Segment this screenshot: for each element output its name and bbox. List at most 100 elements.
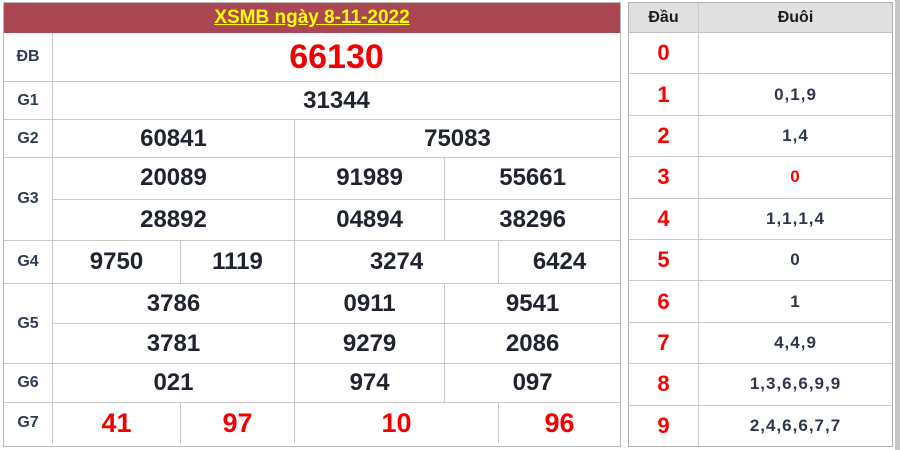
prize-number: 3781 bbox=[53, 324, 294, 363]
duoi-column-header: Đuôi bbox=[777, 8, 814, 26]
prize-row-g5: G5 3786 0911 9541 3781 9279 2086 bbox=[4, 283, 620, 363]
prize-subrow: 60841 75083 bbox=[53, 120, 620, 157]
prize-number: 20089 bbox=[53, 158, 294, 199]
duoi-values: 4,4,9 bbox=[774, 333, 817, 353]
prize-subrow: 021 974 097 bbox=[53, 364, 620, 402]
duoi-values: 0,1,9 bbox=[774, 84, 817, 104]
prize-label: G3 bbox=[4, 158, 53, 240]
dau-duoi-row-9: 9 2,4,6,6,7,7 bbox=[629, 404, 892, 447]
prize-number: 38296 bbox=[444, 199, 620, 240]
prize-row-g4: G4 9750 1119 3274 6424 bbox=[4, 240, 620, 283]
duoi-values: 1,1,1,4 bbox=[766, 208, 825, 228]
prize-label: G6 bbox=[4, 364, 53, 402]
prize-number: 021 bbox=[53, 364, 294, 402]
prize-subrow: 3781 9279 2086 bbox=[53, 323, 620, 363]
prize-row-đb: ĐB 66130 bbox=[4, 33, 620, 81]
prize-label: G7 bbox=[4, 403, 53, 443]
prize-number: 96 bbox=[498, 403, 620, 443]
prize-number: 1119 bbox=[180, 241, 294, 283]
prize-row-g7: G7 41 97 10 96 bbox=[4, 402, 620, 443]
prize-number: 66130 bbox=[53, 33, 620, 81]
prize-number: 3786 bbox=[53, 284, 294, 323]
prize-groups: 60841 75083 bbox=[53, 120, 620, 157]
results-title-link[interactable]: XSMB ngày 8-11-2022 bbox=[214, 7, 410, 28]
prize-groups: 021 974 097 bbox=[53, 364, 620, 402]
prize-number: 974 bbox=[293, 364, 445, 402]
prize-number: 2086 bbox=[444, 324, 620, 363]
prize-number: 097 bbox=[444, 364, 620, 402]
prize-subrow: 41 97 10 96 bbox=[53, 403, 620, 443]
results-title-bar: XSMB ngày 8-11-2022 bbox=[4, 3, 620, 33]
prize-number: 41 bbox=[53, 403, 180, 443]
dau-duoi-rows: 0 1 0,1,9 2 1,4 3 0 4 1,1,1,4 5 0 6 1 7 4,4,9 8 1,3,6,6,… bbox=[629, 33, 892, 447]
prize-label: G2 bbox=[4, 120, 53, 157]
prize-number: 75083 bbox=[293, 120, 620, 157]
prize-label: G5 bbox=[4, 284, 53, 363]
prize-label: G4 bbox=[4, 241, 53, 283]
prize-subrow: 3786 0911 9541 bbox=[53, 284, 620, 323]
prize-rows: ĐB 66130 G1 31344 G2 60841 75083 G3 20089 91989 55… bbox=[4, 33, 620, 443]
prize-groups: 20089 91989 55661 28892 04894 38296 bbox=[53, 158, 620, 240]
dau-column-header: Đầu bbox=[629, 3, 699, 32]
dau-digit: 0 bbox=[629, 33, 699, 74]
dau-duoi-row-2: 2 1,4 bbox=[629, 114, 892, 157]
prize-groups: 3786 0911 9541 3781 9279 2086 bbox=[53, 284, 620, 363]
prize-subrow: 31344 bbox=[53, 82, 620, 119]
prize-number: 04894 bbox=[293, 199, 445, 240]
duoi-values: 2,4,6,6,7,7 bbox=[749, 415, 842, 435]
prize-label: ĐB bbox=[4, 33, 53, 81]
prize-subrow: 28892 04894 38296 bbox=[53, 198, 620, 240]
prize-label: G1 bbox=[4, 82, 53, 119]
duoi-values bbox=[699, 33, 892, 73]
dau-duoi-header-row: Đầu Đuôi bbox=[629, 3, 892, 33]
dau-duoi-row-7: 7 4,4,9 bbox=[629, 321, 892, 364]
prize-number: 10 bbox=[293, 403, 499, 443]
dau-digit: 6 bbox=[629, 281, 699, 322]
dau-duoi-row-1: 1 0,1,9 bbox=[629, 73, 892, 115]
prize-groups: 66130 bbox=[53, 33, 620, 81]
prize-subrow: 9750 1119 3274 6424 bbox=[53, 241, 620, 283]
prize-number: 6424 bbox=[498, 241, 620, 283]
dau-digit: 1 bbox=[629, 74, 699, 115]
xsmb-results-table: XSMB ngày 8-11-2022 ĐB 66130 G1 31344 G2 6084… bbox=[3, 2, 621, 447]
page-edge-strip bbox=[895, 0, 900, 450]
prize-number: 28892 bbox=[53, 199, 294, 240]
prize-groups: 9750 1119 3274 6424 bbox=[53, 241, 620, 283]
prize-number: 31344 bbox=[53, 82, 620, 119]
duoi-values: 0 bbox=[790, 250, 801, 270]
dau-digit: 7 bbox=[629, 322, 699, 364]
prize-groups: 41 97 10 96 bbox=[53, 403, 620, 443]
dau-duoi-row-4: 4 1,1,1,4 bbox=[629, 197, 892, 240]
prize-number: 91989 bbox=[293, 158, 445, 199]
duoi-values: 1 bbox=[790, 291, 801, 311]
duoi-values: 1,4 bbox=[782, 126, 809, 146]
prize-number: 55661 bbox=[444, 158, 620, 199]
dau-digit: 5 bbox=[629, 240, 699, 281]
prize-row-g2: G2 60841 75083 bbox=[4, 119, 620, 157]
prize-number: 3274 bbox=[293, 241, 499, 283]
prize-number: 97 bbox=[180, 403, 294, 443]
dau-digit: 9 bbox=[629, 405, 699, 447]
duoi-values: 1,3,6,6,9,9 bbox=[749, 374, 842, 394]
dau-duoi-table: Đầu Đuôi 0 1 0,1,9 2 1,4 3 0 4 1,1,1,4 5 0 6 1 7 4,4,9… bbox=[628, 2, 893, 447]
prize-subrow: 66130 bbox=[53, 33, 620, 81]
prize-row-g3: G3 20089 91989 55661 28892 04894 38296 bbox=[4, 157, 620, 240]
prize-number: 9279 bbox=[293, 324, 445, 363]
prize-number: 0911 bbox=[293, 284, 445, 323]
dau-duoi-row-0: 0 bbox=[629, 33, 892, 74]
dau-digit: 8 bbox=[629, 364, 699, 405]
prize-number: 9541 bbox=[444, 284, 620, 323]
prize-number: 9750 bbox=[53, 241, 180, 283]
dau-digit: 2 bbox=[629, 115, 699, 157]
dau-duoi-row-8: 8 1,3,6,6,9,9 bbox=[629, 363, 892, 405]
duoi-values: 0 bbox=[790, 167, 801, 187]
prize-subrow: 20089 91989 55661 bbox=[53, 158, 620, 199]
prize-number: 60841 bbox=[53, 120, 294, 157]
prize-row-g6: G6 021 974 097 bbox=[4, 363, 620, 402]
prize-groups: 31344 bbox=[53, 82, 620, 119]
prize-row-g1: G1 31344 bbox=[4, 81, 620, 119]
